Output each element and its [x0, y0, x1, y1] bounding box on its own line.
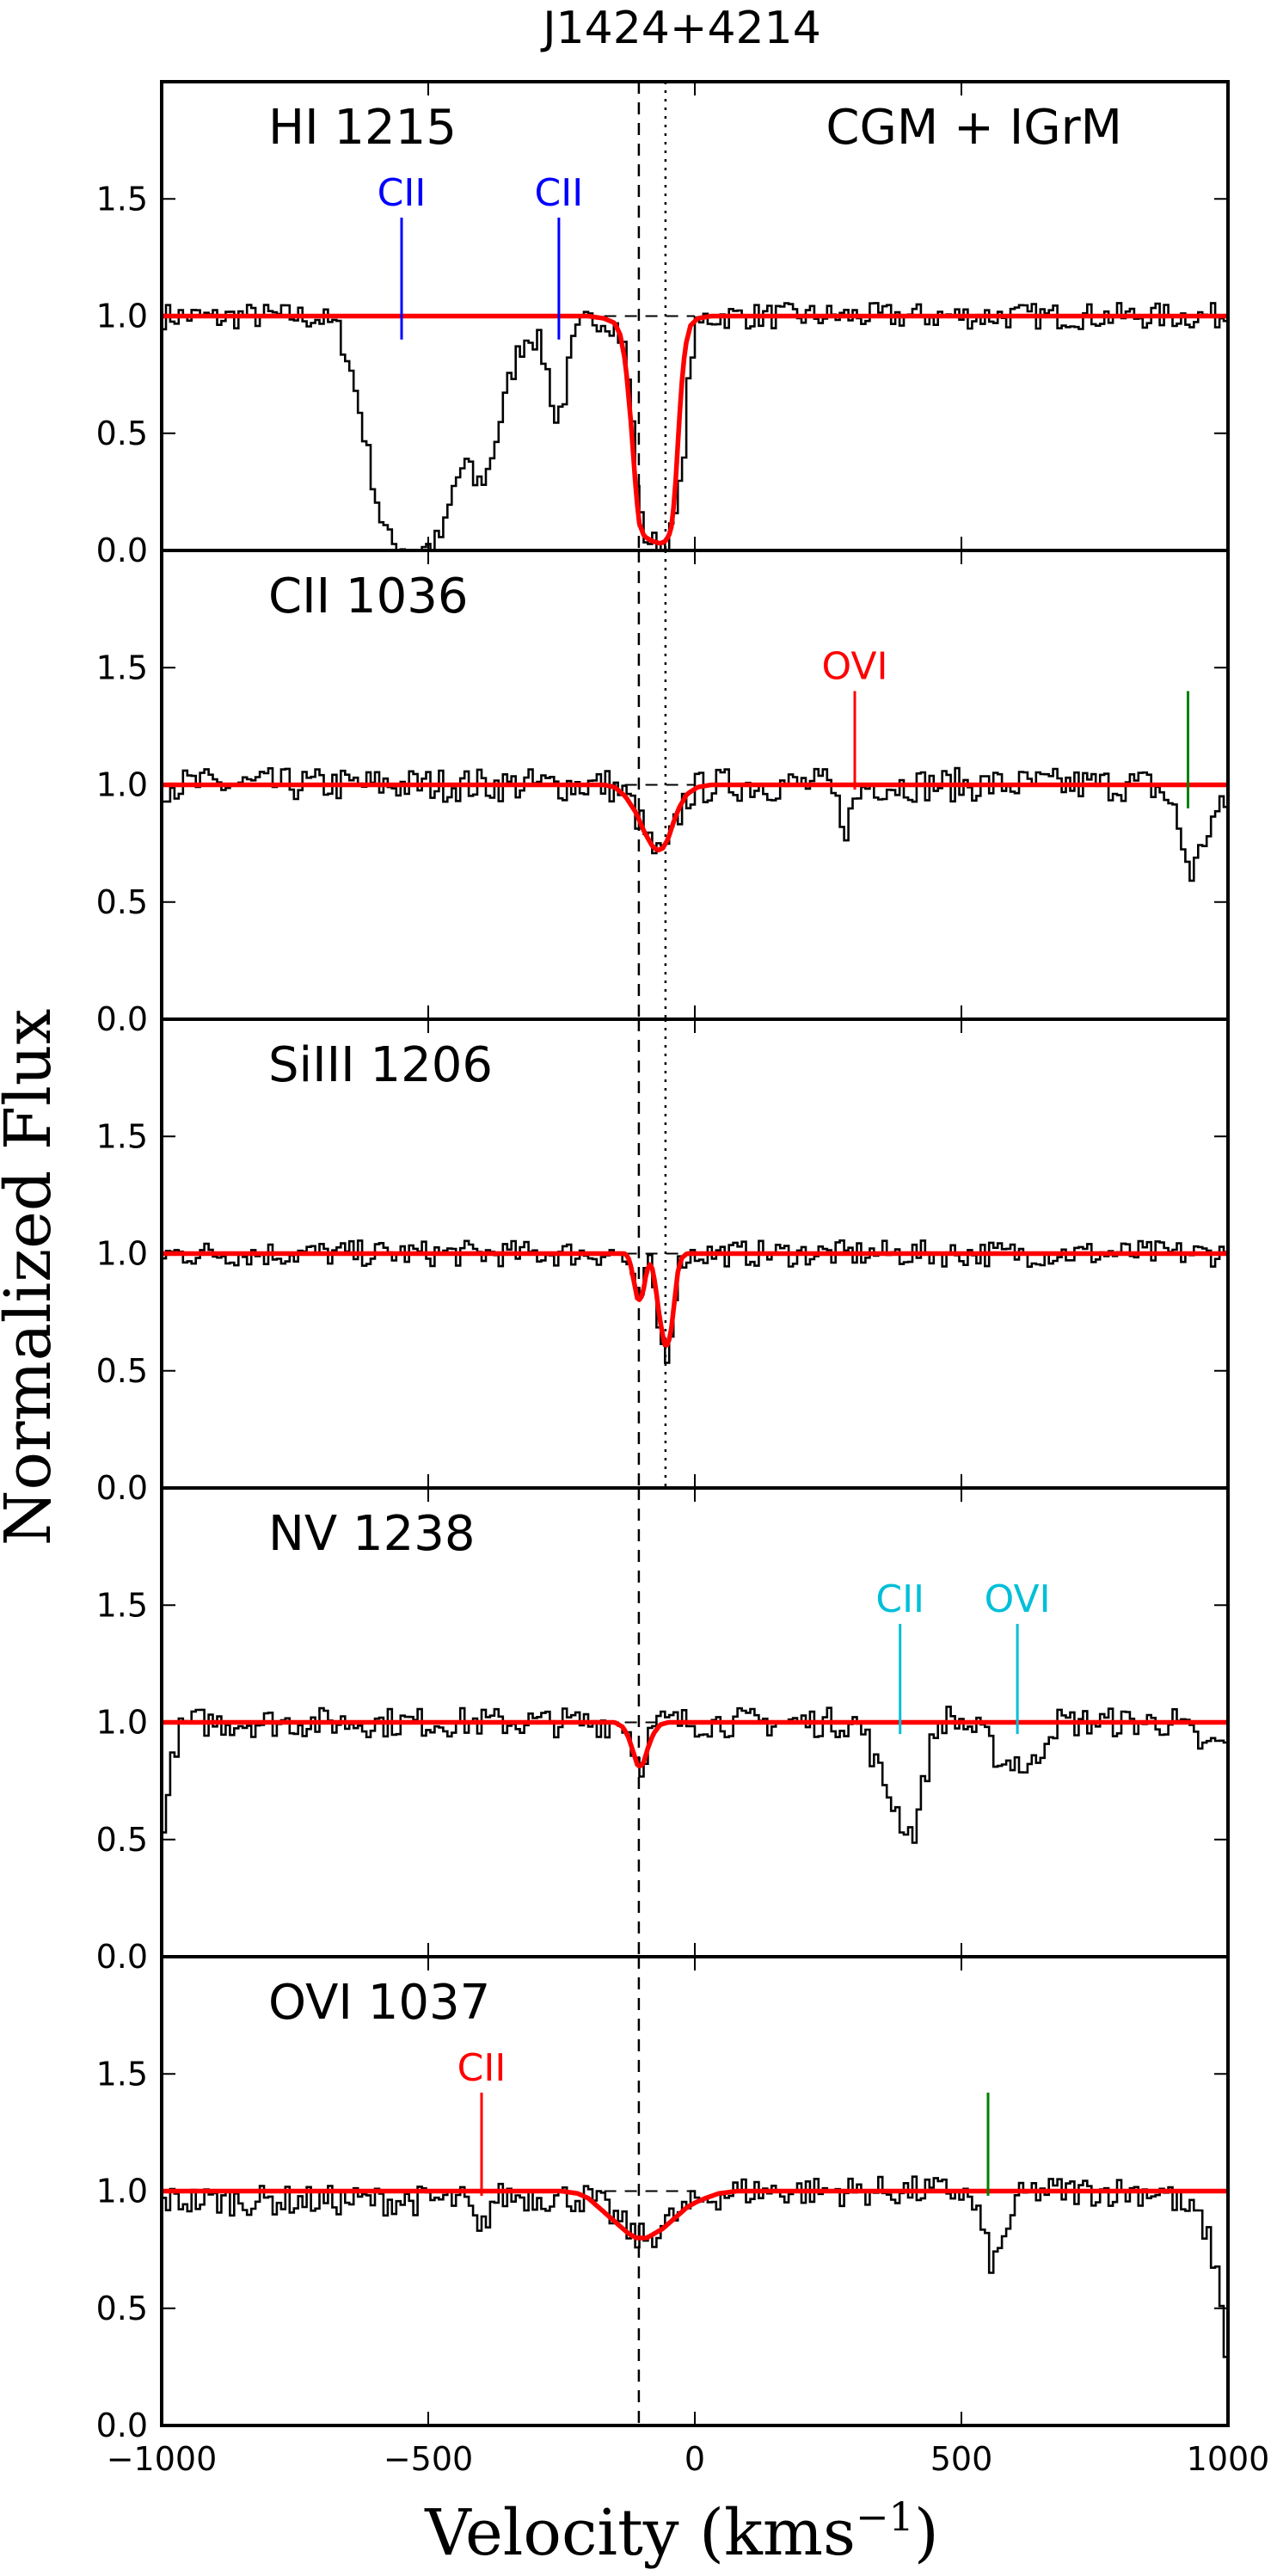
y-tick-label: 0.5	[96, 1352, 148, 1390]
spectrum-data	[162, 302, 1228, 552]
spectrum-data	[162, 1706, 1228, 1844]
panel-1: 0.0 0.5 1.0 1.5 OVI CII 1036	[96, 549, 1230, 1038]
y-tick-label: 0.0	[96, 1469, 148, 1507]
x-axis-title-superscript: −1	[856, 2493, 914, 2540]
x-axis-tick-labels: −1000 −500 0 500 1000	[107, 2440, 1270, 2478]
y-tick-label: 1.5	[96, 1586, 148, 1624]
y-tick-label: 1.0	[96, 1704, 148, 1742]
figure-title: J1424+4214	[540, 3, 821, 54]
y-tick-label: 0.0	[96, 1000, 148, 1038]
y-tick-label: 0.0	[96, 532, 148, 569]
ion-label: SiIII 1206	[268, 1037, 493, 1093]
spectrum-data	[162, 2175, 1228, 2358]
ion-label: NV 1238	[268, 1506, 476, 1562]
x-axis-title: Velocity (kms−1)	[424, 2493, 938, 2570]
x-axis-title-close: )	[914, 2496, 939, 2570]
feature-marker-label: CII	[457, 2046, 507, 2090]
region-label: CGM + IGrM	[826, 100, 1122, 156]
panel-0: 0.0 0.5 1.0 1.5 CII CII HI 1215 CGM + IGrM	[96, 80, 1230, 569]
panel-4: 0.0 0.5 1.0 1.5 CII OVI 1037	[96, 1955, 1230, 2444]
y-tick-label: 1.0	[96, 1235, 148, 1273]
ion-label: HI 1215	[268, 100, 457, 156]
model-fit	[161, 782, 1229, 853]
y-tick-label: 1.0	[96, 2173, 148, 2210]
x-axis-title-text: Velocity (kms	[424, 2496, 856, 2570]
y-tick-label: 1.5	[96, 649, 148, 686]
x-tick-label: −1000	[107, 2440, 218, 2478]
panel-frame	[160, 1955, 1230, 2427]
feature-marker-label: CII	[378, 171, 427, 215]
x-tick-label: −500	[384, 2440, 473, 2478]
y-tick-label: 1.5	[96, 2055, 148, 2093]
y-axis-title-text: Normalized Flux	[0, 1009, 65, 1546]
x-tick-label: 1000	[1187, 2440, 1270, 2478]
y-tick-label: 1.0	[96, 298, 148, 335]
spectrum-data	[162, 1239, 1228, 1364]
y-tick-label: 1.0	[96, 766, 148, 804]
y-axis-title: Normalized Flux	[0, 1009, 65, 1546]
x-tick-label: 500	[930, 2440, 993, 2478]
y-tick-label: 0.5	[96, 883, 148, 921]
feature-marker-label: CII	[875, 1577, 924, 1621]
feature-marker-label: CII	[535, 171, 584, 215]
x-tick-label: 0	[685, 2440, 705, 2478]
y-tick-label: 0.5	[96, 415, 148, 452]
ion-label: CII 1036	[268, 569, 468, 624]
ion-label: OVI 1037	[268, 1975, 490, 2031]
feature-marker-label: OVI	[985, 1577, 1051, 1621]
y-tick-label: 0.0	[96, 2407, 148, 2444]
model-fit	[161, 2188, 1229, 2241]
y-tick-label: 0.5	[96, 2290, 148, 2327]
y-tick-label: 1.5	[96, 180, 148, 218]
model-fit	[161, 1251, 1229, 1348]
y-tick-label: 0.0	[96, 1938, 148, 1976]
model-fit	[161, 1719, 1229, 1769]
model-fit	[161, 313, 1229, 546]
y-tick-label: 0.5	[96, 1821, 148, 1859]
feature-marker-label: OVI	[822, 645, 888, 689]
panel-3: 0.0 0.5 1.0 1.5 CII OVI NV 1238	[96, 1486, 1230, 1976]
y-tick-label: 1.5	[96, 1117, 148, 1155]
panel-2: 0.0 0.5 1.0 1.5 SiIII 1206	[96, 1017, 1230, 1507]
spectrum-data	[162, 766, 1228, 882]
